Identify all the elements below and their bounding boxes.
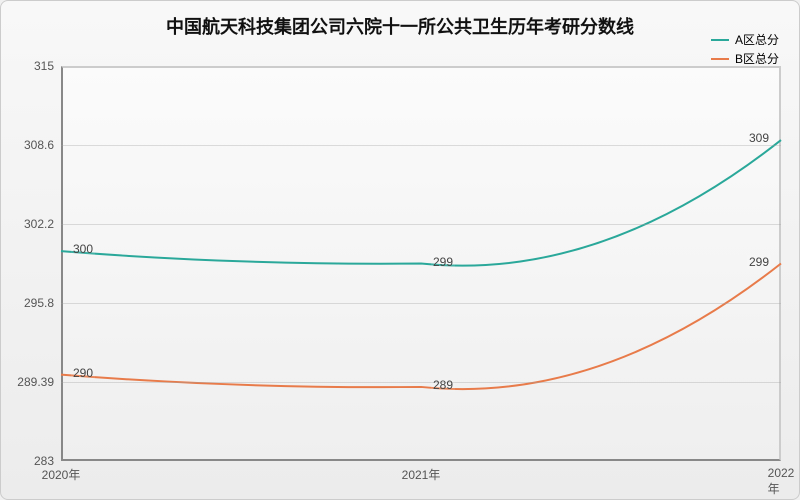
series-line-0 [61, 140, 781, 266]
legend-item-a: A区总分 [711, 31, 779, 48]
x-tick-label: 2020年 [42, 466, 81, 483]
data-label: 309 [747, 131, 771, 145]
y-tick-label: 308.6 [4, 138, 54, 152]
grid-line [61, 224, 781, 225]
legend-swatch-b [711, 58, 729, 60]
x-tick-label: 2021年 [402, 466, 441, 483]
grid-line [61, 382, 781, 383]
data-label: 299 [431, 255, 455, 269]
data-label: 289 [431, 378, 455, 392]
x-tick-label: 2022年 [768, 466, 795, 497]
series-line-1 [61, 264, 781, 390]
legend: A区总分 B区总分 [711, 31, 779, 69]
data-label: 290 [71, 366, 95, 380]
grid-line [61, 145, 781, 146]
data-label: 299 [747, 255, 771, 269]
y-tick-label: 289.39 [4, 375, 54, 389]
y-tick-label: 315 [4, 59, 54, 73]
line-svg [61, 66, 781, 461]
chart-container: 中国航天科技集团公司六院十一所公共卫生历年考研分数线 A区总分 B区总分 283… [0, 0, 800, 500]
legend-item-b: B区总分 [711, 50, 779, 67]
chart-title: 中国航天科技集团公司六院十一所公共卫生历年考研分数线 [1, 13, 799, 39]
grid-line [61, 303, 781, 304]
legend-label-a: A区总分 [735, 31, 779, 48]
legend-label-b: B区总分 [735, 50, 779, 67]
legend-swatch-a [711, 39, 729, 41]
y-tick-label: 295.8 [4, 296, 54, 310]
data-label: 300 [71, 242, 95, 256]
y-tick-label: 302.2 [4, 217, 54, 231]
